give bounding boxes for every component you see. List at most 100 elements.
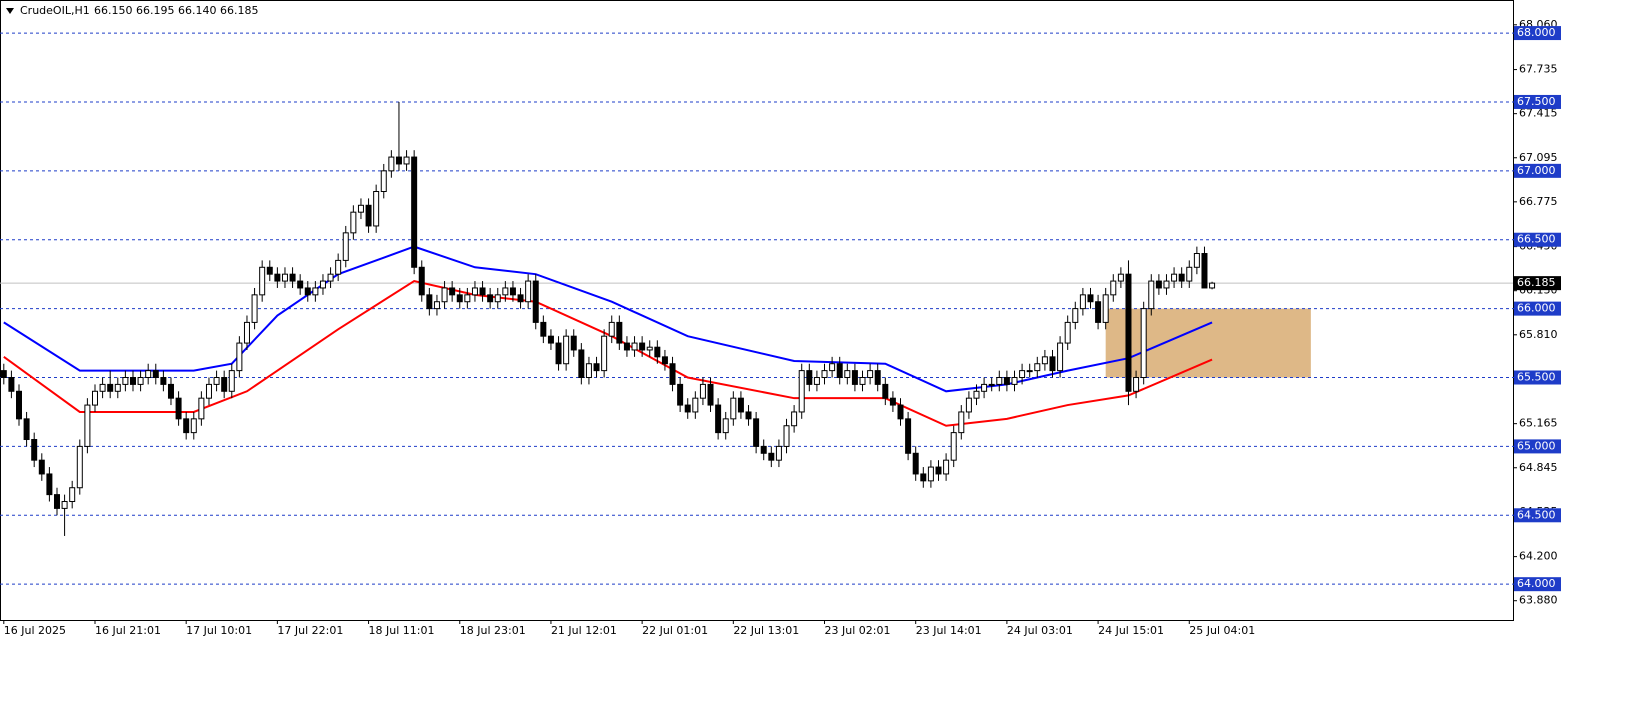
level-label-box xyxy=(1514,439,1561,454)
candle-body xyxy=(1148,280,1155,310)
candle-body xyxy=(46,473,53,496)
candle-body xyxy=(411,156,418,268)
candle-body xyxy=(198,397,205,420)
x-tick-label: 24 Jul 15:01 xyxy=(1098,624,1164,637)
candle-body xyxy=(1117,273,1124,282)
y-tick-label: 67.735 xyxy=(1519,63,1558,76)
candle-body xyxy=(996,377,1003,385)
x-tick-label: 17 Jul 10:01 xyxy=(186,624,252,637)
candle-body xyxy=(1079,294,1086,310)
candle-body xyxy=(494,294,501,303)
quote: 66.150 66.195 66.140 66.185 xyxy=(94,4,258,17)
level-label: 66.500 xyxy=(1517,233,1556,246)
candle-body xyxy=(563,335,570,365)
candle-body xyxy=(943,459,950,475)
candle-body xyxy=(715,404,722,434)
candle-body xyxy=(540,321,547,337)
candle-body xyxy=(433,301,440,310)
x-tick-label: 24 Jul 03:01 xyxy=(1007,624,1073,637)
candle-body xyxy=(745,411,752,420)
candle-body xyxy=(205,383,212,399)
level-label-box xyxy=(1514,232,1561,247)
candle-body xyxy=(707,383,714,406)
candle-body xyxy=(236,342,243,372)
candle-body xyxy=(867,370,874,379)
candle-body xyxy=(1049,356,1056,372)
candle-body xyxy=(61,501,68,509)
y-tick-label: 64.845 xyxy=(1519,461,1558,474)
candle-body xyxy=(129,377,136,385)
candle-body xyxy=(1019,370,1026,379)
candle-body xyxy=(487,294,494,303)
candle-body xyxy=(585,363,592,379)
candle-body xyxy=(1064,321,1071,344)
menu-arrow[interactable] xyxy=(6,8,14,14)
price-label-box xyxy=(1514,276,1561,291)
x-tick-label: 22 Jul 01:01 xyxy=(642,624,708,637)
candle-body xyxy=(783,425,790,447)
candle-body xyxy=(1155,280,1162,289)
candle-body xyxy=(53,494,60,509)
candle-body xyxy=(1003,377,1010,385)
candle-body xyxy=(532,280,539,323)
y-tick-label: 65.810 xyxy=(1519,328,1558,341)
candle-body xyxy=(175,397,182,420)
x-tick-label: 22 Jul 13:01 xyxy=(733,624,799,637)
candle-body xyxy=(570,335,577,351)
candle-body xyxy=(988,383,995,386)
candle-body xyxy=(15,390,22,420)
price-label: 66.185 xyxy=(1517,276,1556,289)
candle-body xyxy=(365,204,372,227)
candle-body xyxy=(289,273,296,282)
candle-body xyxy=(623,342,630,351)
x-tick-label: 16 Jul 2025 xyxy=(4,624,66,637)
candle-body xyxy=(722,418,729,434)
level-label: 64.000 xyxy=(1517,577,1556,590)
candle-body xyxy=(152,370,159,379)
candle-body xyxy=(1133,377,1140,392)
candle-body xyxy=(616,321,623,344)
candle-body xyxy=(228,370,235,392)
candle-body xyxy=(555,342,562,365)
candle-body xyxy=(1057,342,1064,372)
candle-body xyxy=(221,377,228,392)
candle-body xyxy=(449,287,456,296)
candle-body xyxy=(8,377,15,392)
y-tick-label: 63.880 xyxy=(1519,594,1558,607)
candle-body xyxy=(608,321,615,337)
candle-body xyxy=(183,418,190,434)
candle-body xyxy=(160,377,167,385)
candle-body xyxy=(456,294,463,303)
candle-body xyxy=(31,439,38,461)
candle-body xyxy=(145,370,152,379)
level-label: 65.500 xyxy=(1517,371,1556,384)
level-label-box xyxy=(1514,577,1561,592)
candle-body xyxy=(973,390,980,399)
candle-body xyxy=(479,287,486,296)
candle-body xyxy=(1171,273,1178,282)
candle-body xyxy=(297,280,304,289)
candle-body xyxy=(1186,266,1193,282)
candle-body xyxy=(829,363,836,372)
candle-body xyxy=(874,370,881,385)
candle-body xyxy=(1163,280,1170,289)
candle-body xyxy=(38,459,45,475)
level-label-box xyxy=(1514,94,1561,109)
level-label-box xyxy=(1514,26,1561,41)
level-label-box xyxy=(1514,163,1561,178)
candle-body xyxy=(335,259,342,275)
candle-body xyxy=(69,487,76,503)
y-tick-label: 67.095 xyxy=(1519,151,1558,164)
candle-body xyxy=(654,346,661,358)
y-tick-label: 66.775 xyxy=(1519,195,1558,208)
candle-body xyxy=(1209,282,1216,289)
candle-body xyxy=(631,342,638,351)
candle-body xyxy=(426,294,433,310)
candle-body xyxy=(213,377,220,385)
candle-body xyxy=(1110,280,1117,296)
candle-body xyxy=(593,363,600,372)
x-tick-label: 16 Jul 21:01 xyxy=(95,624,161,637)
candle-body xyxy=(122,377,129,385)
candle-body xyxy=(1193,253,1200,268)
candle-body xyxy=(243,321,250,344)
